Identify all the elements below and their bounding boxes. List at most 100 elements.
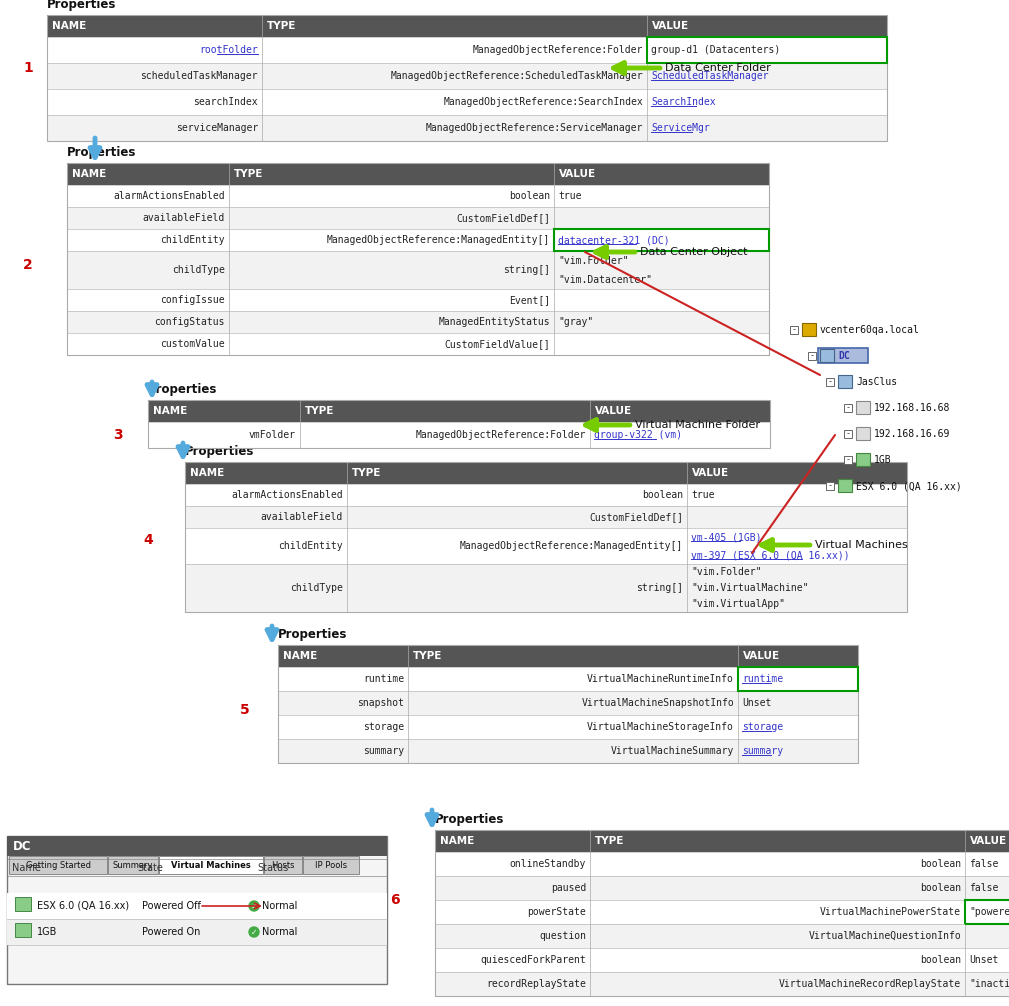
Bar (790, 326, 798, 334)
Text: Properties: Properties (148, 383, 217, 396)
Text: runtime: runtime (363, 674, 404, 684)
Text: boolean: boolean (920, 859, 961, 869)
Text: rootFolder: rootFolder (199, 45, 258, 55)
Bar (67, 207, 769, 229)
Text: NAME: NAME (72, 169, 106, 179)
Text: runtime: runtime (742, 674, 783, 684)
Bar (185, 484, 907, 506)
Text: VirtualMachineSummary: VirtualMachineSummary (610, 746, 734, 756)
Bar (7, 836, 387, 856)
Bar (9, 856, 107, 874)
Text: "vim.Folder": "vim.Folder" (691, 567, 762, 577)
Text: boolean: boolean (642, 490, 683, 500)
Text: powerState: powerState (528, 907, 586, 917)
Text: 192.168.16.69: 192.168.16.69 (874, 429, 950, 439)
Text: boolean: boolean (920, 883, 961, 893)
Text: Event[]: Event[] (509, 295, 550, 305)
Bar (185, 462, 907, 612)
Text: ManagedObjectReference:ManagedEntity[]: ManagedObjectReference:ManagedEntity[] (327, 235, 550, 245)
Text: VALUE: VALUE (559, 169, 596, 179)
Text: string[]: string[] (503, 265, 550, 275)
Bar (435, 830, 1009, 852)
Text: -: - (828, 377, 831, 386)
Text: 3: 3 (113, 428, 123, 442)
Text: scheduledTaskManager: scheduledTaskManager (140, 71, 258, 81)
Text: ESX 6.0 (QA 16.xx): ESX 6.0 (QA 16.xx) (37, 901, 129, 911)
Bar (647, 37, 887, 63)
Bar (435, 924, 1009, 948)
Text: vcenter60qa.local: vcenter60qa.local (820, 325, 920, 335)
Text: CustomFieldValue[]: CustomFieldValue[] (444, 339, 550, 349)
Text: NAME: NAME (153, 406, 188, 416)
Bar (67, 229, 769, 252)
Bar (47, 115, 887, 141)
Bar (278, 739, 858, 763)
Bar (185, 528, 907, 564)
Text: "vim.VirtualMachine": "vim.VirtualMachine" (691, 583, 808, 593)
Text: Properties: Properties (185, 445, 254, 458)
Text: Virtual Machines: Virtual Machines (172, 860, 251, 869)
Bar (67, 252, 769, 289)
Text: 1GB: 1GB (37, 927, 58, 937)
Text: VirtualMachineRuntimeInfo: VirtualMachineRuntimeInfo (587, 674, 734, 684)
Bar (818, 348, 868, 363)
Bar (820, 349, 834, 362)
Text: VALUE: VALUE (743, 651, 780, 661)
Bar (47, 89, 887, 115)
Bar (278, 691, 858, 715)
Bar (67, 185, 769, 207)
Text: ScheduledTaskManager: ScheduledTaskManager (651, 71, 769, 81)
Bar (738, 667, 858, 691)
Text: CustomFieldDef[]: CustomFieldDef[] (456, 213, 550, 223)
Text: NAME: NAME (440, 836, 474, 846)
Text: false: false (969, 883, 998, 893)
Text: NAME: NAME (52, 21, 86, 31)
Bar (47, 15, 887, 37)
Text: serviceManager: serviceManager (176, 123, 258, 133)
Text: storage: storage (363, 722, 404, 732)
Text: 192.168.16.68: 192.168.16.68 (874, 403, 950, 413)
Bar (47, 37, 887, 63)
Text: VirtualMachineRecordReplayState: VirtualMachineRecordReplayState (779, 979, 961, 989)
Text: availableField: availableField (142, 213, 225, 223)
Text: string[]: string[] (636, 583, 683, 593)
Text: DC: DC (13, 839, 31, 852)
Text: 1GB: 1GB (874, 455, 892, 465)
Bar (67, 163, 769, 185)
Text: VirtualMachineQuestionInfo: VirtualMachineQuestionInfo (808, 931, 961, 941)
Text: Summary: Summary (113, 860, 153, 869)
Text: -: - (810, 351, 813, 360)
Text: VirtualMachineSnapshotInfo: VirtualMachineSnapshotInfo (581, 698, 734, 708)
Text: childEntity: childEntity (278, 541, 343, 551)
Text: vmFolder: vmFolder (249, 430, 296, 440)
Bar (67, 289, 769, 311)
Text: "inactive": "inactive" (969, 979, 1009, 989)
Text: VirtualMachineStorageInfo: VirtualMachineStorageInfo (587, 722, 734, 732)
Bar (7, 836, 387, 984)
Text: ✓: ✓ (251, 901, 257, 910)
Text: ServiceMgr: ServiceMgr (651, 123, 709, 133)
Bar (844, 404, 852, 412)
Bar (278, 667, 858, 691)
Text: group-d1 (Datacenters): group-d1 (Datacenters) (651, 45, 780, 55)
Bar (7, 893, 387, 919)
Text: VALUE: VALUE (595, 406, 632, 416)
Bar (278, 645, 858, 763)
Bar (435, 972, 1009, 996)
Text: boolean: boolean (509, 191, 550, 201)
Text: configIssue: configIssue (160, 295, 225, 305)
Bar (148, 422, 770, 448)
Text: -: - (847, 430, 850, 439)
Bar (47, 63, 887, 89)
Text: true: true (558, 191, 581, 201)
Text: JasClus: JasClus (856, 377, 897, 387)
Text: Properties: Properties (67, 146, 136, 159)
Text: "gray": "gray" (558, 317, 593, 327)
Text: snapshot: snapshot (357, 698, 404, 708)
Bar (554, 229, 769, 252)
Text: CustomFieldDef[]: CustomFieldDef[] (589, 512, 683, 522)
Text: onlineStandby: onlineStandby (510, 859, 586, 869)
Bar (185, 564, 907, 612)
Text: paused: paused (551, 883, 586, 893)
Text: 2: 2 (23, 258, 33, 272)
